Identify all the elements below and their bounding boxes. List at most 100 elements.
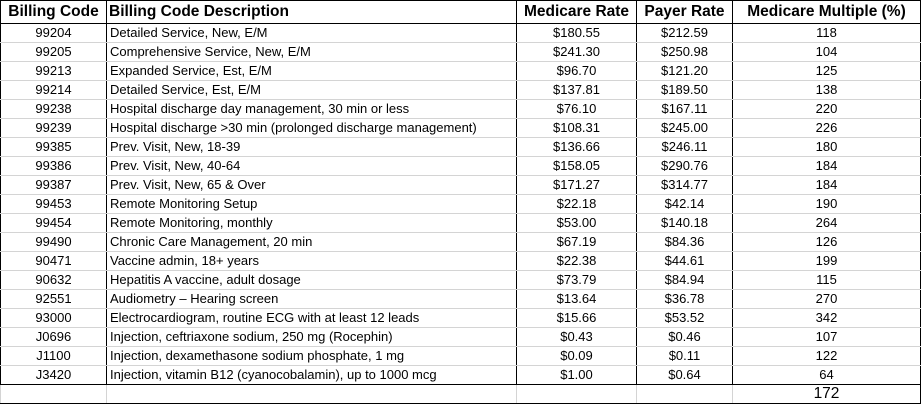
medicare-multiple-cell[interactable]: 122 [732, 346, 921, 366]
payer-rate-cell[interactable]: $0.11 [636, 346, 733, 366]
medicare-multiple-cell[interactable]: 264 [732, 213, 921, 233]
payer-rate-cell[interactable]: $250.98 [636, 42, 733, 62]
payer-rate-cell[interactable]: $167.11 [636, 99, 733, 119]
payer-rate-cell[interactable]: $246.11 [636, 137, 733, 157]
description-cell[interactable]: Vaccine admin, 18+ years [106, 251, 517, 271]
description-cell[interactable]: Detailed Service, New, E/M [106, 23, 517, 43]
medicare-multiple-cell[interactable]: 126 [732, 232, 921, 252]
medicare-multiple-cell[interactable]: 184 [732, 175, 921, 195]
medicare-multiple-cell[interactable]: 270 [732, 289, 921, 309]
billing-code-cell[interactable]: 99238 [0, 99, 107, 119]
billing-code-cell[interactable]: 90471 [0, 251, 107, 271]
header-billing-code-description[interactable]: Billing Code Description [106, 0, 517, 24]
description-cell[interactable]: Chronic Care Management, 20 min [106, 232, 517, 252]
billing-code-cell[interactable]: 99239 [0, 118, 107, 138]
medicare-multiple-cell[interactable]: 118 [732, 23, 921, 43]
medicare-multiple-cell[interactable]: 64 [732, 365, 921, 385]
billing-code-cell[interactable]: 99386 [0, 156, 107, 176]
medicare-rate-cell[interactable]: $136.66 [516, 137, 637, 157]
payer-rate-cell[interactable]: $314.77 [636, 175, 733, 195]
billing-code-cell[interactable]: J3420 [0, 365, 107, 385]
payer-rate-cell[interactable]: $212.59 [636, 23, 733, 43]
billing-code-cell[interactable]: 99453 [0, 194, 107, 214]
payer-rate-cell[interactable]: $189.50 [636, 80, 733, 100]
medicare-multiple-cell[interactable]: 220 [732, 99, 921, 119]
payer-rate-cell[interactable]: $290.76 [636, 156, 733, 176]
description-cell[interactable]: Prev. Visit, New, 65 & Over [106, 175, 517, 195]
medicare-multiple-cell[interactable]: 104 [732, 42, 921, 62]
total-multiple-cell[interactable]: 172 [732, 384, 921, 404]
header-payer-rate[interactable]: Payer Rate [636, 0, 733, 24]
billing-code-cell[interactable]: 93000 [0, 308, 107, 328]
medicare-multiple-cell[interactable]: 138 [732, 80, 921, 100]
description-cell[interactable]: Hospital discharge day management, 30 mi… [106, 99, 517, 119]
medicare-rate-cell[interactable]: $158.05 [516, 156, 637, 176]
total-row-empty-cell[interactable] [636, 384, 733, 404]
billing-code-cell[interactable]: 99454 [0, 213, 107, 233]
header-medicare-rate[interactable]: Medicare Rate [516, 0, 637, 24]
medicare-rate-cell[interactable]: $73.79 [516, 270, 637, 290]
medicare-multiple-cell[interactable]: 342 [732, 308, 921, 328]
total-row-empty-cell[interactable] [106, 384, 517, 404]
medicare-multiple-cell[interactable]: 107 [732, 327, 921, 347]
medicare-rate-cell[interactable]: $67.19 [516, 232, 637, 252]
billing-code-cell[interactable]: 99214 [0, 80, 107, 100]
medicare-rate-cell[interactable]: $22.38 [516, 251, 637, 271]
medicare-multiple-cell[interactable]: 226 [732, 118, 921, 138]
payer-rate-cell[interactable]: $36.78 [636, 289, 733, 309]
billing-code-cell[interactable]: 90632 [0, 270, 107, 290]
medicare-rate-cell[interactable]: $0.09 [516, 346, 637, 366]
billing-code-cell[interactable]: J0696 [0, 327, 107, 347]
description-cell[interactable]: Injection, dexamethasone sodium phosphat… [106, 346, 517, 366]
billing-code-cell[interactable]: 99204 [0, 23, 107, 43]
payer-rate-cell[interactable]: $245.00 [636, 118, 733, 138]
medicare-rate-cell[interactable]: $15.66 [516, 308, 637, 328]
header-billing-code[interactable]: Billing Code [0, 0, 107, 24]
billing-code-cell[interactable]: 99387 [0, 175, 107, 195]
medicare-rate-cell[interactable]: $241.30 [516, 42, 637, 62]
payer-rate-cell[interactable]: $42.14 [636, 194, 733, 214]
total-row-empty-cell[interactable] [516, 384, 637, 404]
payer-rate-cell[interactable]: $0.46 [636, 327, 733, 347]
billing-code-cell[interactable]: J1100 [0, 346, 107, 366]
medicare-multiple-cell[interactable]: 184 [732, 156, 921, 176]
medicare-multiple-cell[interactable]: 190 [732, 194, 921, 214]
description-cell[interactable]: Detailed Service, Est, E/M [106, 80, 517, 100]
medicare-rate-cell[interactable]: $180.55 [516, 23, 637, 43]
medicare-multiple-cell[interactable]: 115 [732, 270, 921, 290]
medicare-rate-cell[interactable]: $96.70 [516, 61, 637, 81]
description-cell[interactable]: Remote Monitoring Setup [106, 194, 517, 214]
payer-rate-cell[interactable]: $140.18 [636, 213, 733, 233]
medicare-rate-cell[interactable]: $53.00 [516, 213, 637, 233]
description-cell[interactable]: Prev. Visit, New, 18-39 [106, 137, 517, 157]
description-cell[interactable]: Hospital discharge >30 min (prolonged di… [106, 118, 517, 138]
description-cell[interactable]: Expanded Service, Est, E/M [106, 61, 517, 81]
billing-code-cell[interactable]: 99205 [0, 42, 107, 62]
description-cell[interactable]: Electrocardiogram, routine ECG with at l… [106, 308, 517, 328]
billing-code-cell[interactable]: 92551 [0, 289, 107, 309]
billing-code-cell[interactable]: 99385 [0, 137, 107, 157]
medicare-multiple-cell[interactable]: 125 [732, 61, 921, 81]
description-cell[interactable]: Hepatitis A vaccine, adult dosage [106, 270, 517, 290]
medicare-rate-cell[interactable]: $13.64 [516, 289, 637, 309]
billing-code-cell[interactable]: 99213 [0, 61, 107, 81]
medicare-rate-cell[interactable]: $76.10 [516, 99, 637, 119]
description-cell[interactable]: Prev. Visit, New, 40-64 [106, 156, 517, 176]
payer-rate-cell[interactable]: $53.52 [636, 308, 733, 328]
medicare-multiple-cell[interactable]: 180 [732, 137, 921, 157]
description-cell[interactable]: Remote Monitoring, monthly [106, 213, 517, 233]
medicare-rate-cell[interactable]: $108.31 [516, 118, 637, 138]
medicare-rate-cell[interactable]: $1.00 [516, 365, 637, 385]
description-cell[interactable]: Audiometry – Hearing screen [106, 289, 517, 309]
description-cell[interactable]: Injection, vitamin B12 (cyanocobalamin),… [106, 365, 517, 385]
header-medicare-multiple[interactable]: Medicare Multiple (%) [732, 0, 921, 24]
payer-rate-cell[interactable]: $121.20 [636, 61, 733, 81]
medicare-rate-cell[interactable]: $171.27 [516, 175, 637, 195]
payer-rate-cell[interactable]: $84.36 [636, 232, 733, 252]
medicare-multiple-cell[interactable]: 199 [732, 251, 921, 271]
description-cell[interactable]: Injection, ceftriaxone sodium, 250 mg (R… [106, 327, 517, 347]
medicare-rate-cell[interactable]: $22.18 [516, 194, 637, 214]
description-cell[interactable]: Comprehensive Service, New, E/M [106, 42, 517, 62]
medicare-rate-cell[interactable]: $0.43 [516, 327, 637, 347]
total-row-empty-cell[interactable] [0, 384, 107, 404]
